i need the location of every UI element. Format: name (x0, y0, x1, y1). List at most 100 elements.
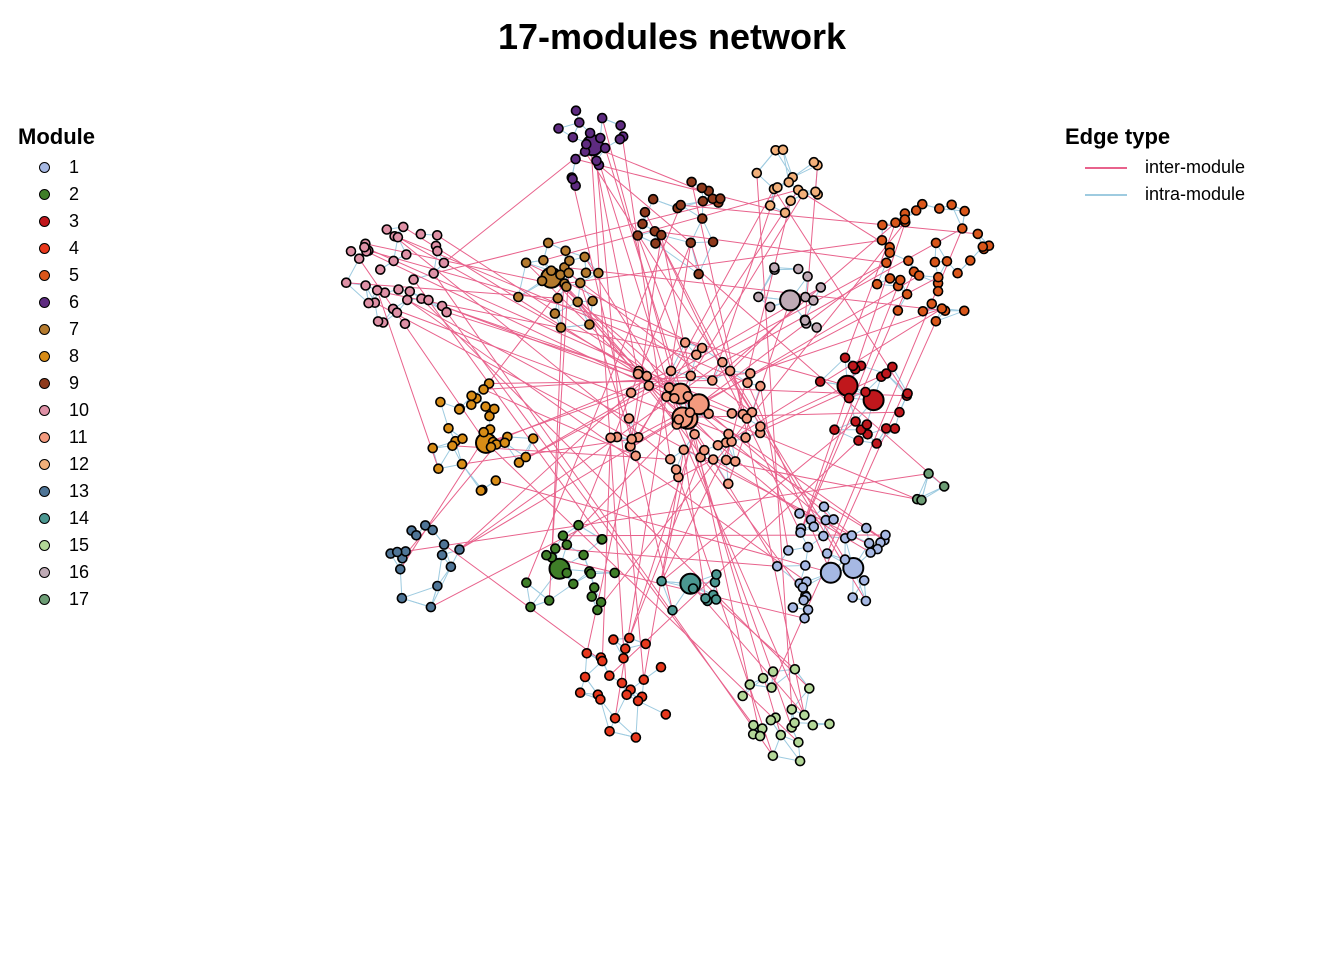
inter-module-edge (394, 235, 671, 460)
network-node (667, 604, 678, 616)
inter-module-edge (680, 204, 978, 235)
network-node (594, 132, 606, 144)
inter-module-edge (637, 188, 775, 438)
network-node (723, 428, 734, 440)
network-node (936, 303, 948, 314)
network-node (697, 195, 709, 207)
intra-module-edge (775, 150, 794, 178)
network-node (696, 182, 708, 194)
network-node (340, 277, 352, 289)
network-node (814, 376, 826, 387)
network-node (410, 529, 422, 541)
network-node (475, 485, 487, 496)
network-node (767, 666, 779, 677)
network-node (579, 251, 591, 263)
network-node (630, 732, 642, 743)
network-node (345, 246, 357, 257)
network-node (618, 652, 629, 664)
network-node (353, 253, 365, 265)
network-node (946, 199, 958, 211)
module-legend-item: 10 (18, 397, 95, 424)
network-node (917, 305, 929, 317)
module-swatch-icon (39, 405, 50, 416)
inter-module-edge (490, 446, 799, 743)
module-legend-item: 14 (18, 505, 95, 532)
network-node (703, 408, 715, 420)
module-legend-item: 3 (18, 208, 95, 235)
inter-module-edge (771, 321, 937, 688)
network-node (740, 432, 751, 443)
network-node (541, 549, 552, 561)
inter-module-edge (376, 290, 439, 469)
network-node (664, 453, 676, 465)
module-swatch-icon (39, 594, 50, 605)
module-legend-label: 3 (69, 211, 80, 231)
network-node (513, 457, 525, 468)
network-node (435, 396, 446, 408)
inter-module-edge (551, 556, 805, 619)
network-node (425, 601, 437, 613)
network-node (792, 263, 804, 275)
network-node (465, 399, 477, 411)
network-node (372, 316, 384, 327)
network-node (748, 719, 759, 731)
network-node (779, 207, 791, 219)
network-node (639, 206, 651, 218)
edge-legend-label: intra-module (1145, 184, 1246, 204)
inter-module-edge (397, 236, 748, 384)
inter-module-edge (759, 386, 789, 551)
network-node (615, 120, 626, 131)
network-node (932, 271, 944, 283)
network-node (669, 392, 680, 404)
network-node (609, 567, 621, 579)
network-node (543, 595, 555, 606)
network-node (588, 582, 600, 593)
inter-module-edge (654, 231, 801, 533)
inter-module-edge (575, 158, 786, 214)
inter-module-edges (346, 117, 978, 757)
network-node (808, 156, 820, 168)
network-node (632, 368, 644, 380)
inter-module-edge (601, 117, 672, 372)
edge-legend-item: intra-module (1065, 181, 1245, 208)
network-node (581, 647, 593, 659)
network-node (488, 403, 500, 415)
network-node (742, 377, 753, 389)
network-node (663, 382, 675, 393)
network-node (553, 123, 564, 134)
network-node (391, 307, 403, 319)
network-node (737, 690, 749, 702)
inter-module-edge (800, 279, 901, 533)
network-node (432, 580, 443, 592)
network-node (880, 368, 892, 379)
inter-module-edge (601, 437, 612, 662)
network-node (829, 424, 840, 436)
network-node (561, 281, 572, 293)
inter-module-edge (443, 544, 603, 662)
network-node (894, 274, 906, 286)
network-node (798, 594, 810, 606)
network-node (655, 229, 667, 241)
inter-module-edge (485, 385, 650, 444)
network-node (818, 501, 830, 513)
edge-line-icon (1085, 166, 1127, 169)
network-node (696, 213, 708, 224)
inter-module-edge (756, 173, 793, 710)
network-node (567, 132, 579, 143)
inter-module-edge (589, 132, 628, 695)
network-node (764, 301, 776, 313)
network-node (549, 308, 561, 319)
inter-module-edge (725, 200, 792, 461)
network-node (933, 203, 945, 214)
inter-module-edge (421, 298, 810, 689)
network-node (799, 709, 810, 721)
network-node (808, 295, 819, 306)
network-node (670, 464, 682, 475)
module-legend-item: 15 (18, 532, 95, 559)
network-node (608, 634, 619, 645)
network-node (722, 478, 734, 490)
network-node (584, 319, 595, 330)
module-legend-label: 6 (69, 292, 80, 312)
network-node (958, 305, 970, 317)
network-node (665, 365, 677, 377)
